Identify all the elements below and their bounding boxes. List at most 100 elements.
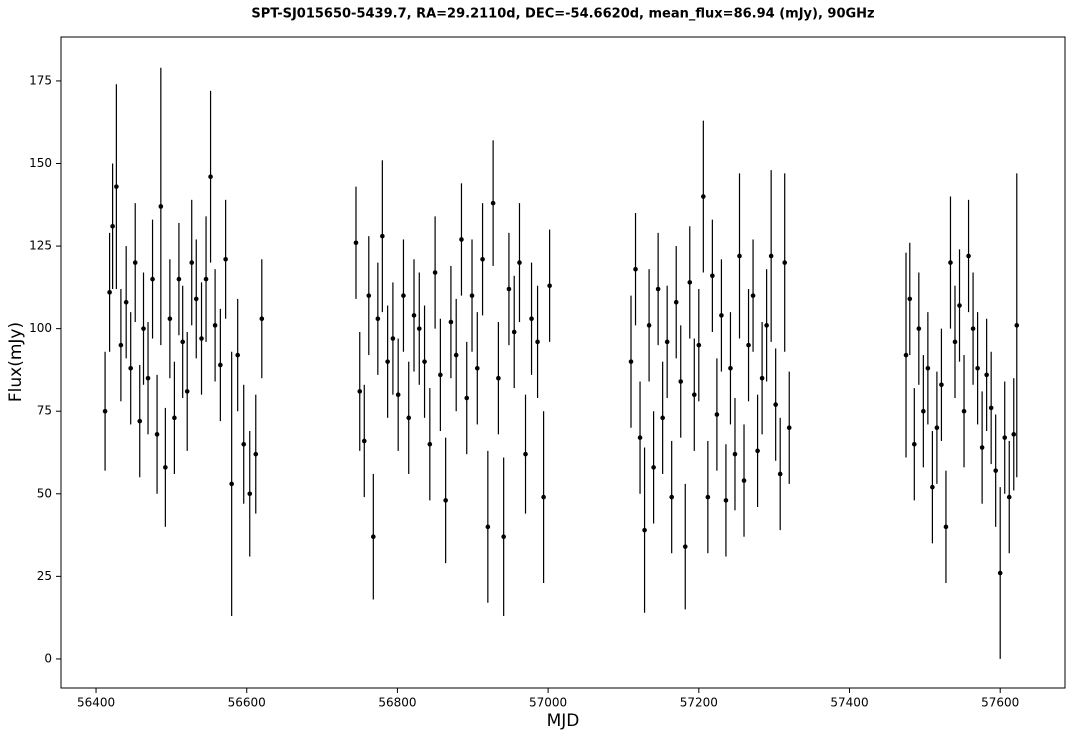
- point: [422, 359, 427, 364]
- point: [678, 379, 684, 384]
- point: [395, 392, 401, 398]
- point: [511, 329, 517, 335]
- point: [180, 339, 185, 345]
- x-tick-label: 56400: [77, 696, 115, 710]
- point: [682, 544, 688, 549]
- point: [737, 253, 742, 259]
- point: [203, 276, 209, 282]
- point: [642, 527, 647, 533]
- point: [934, 425, 940, 431]
- point: [741, 478, 747, 483]
- x-axis-label: MJD: [547, 711, 580, 731]
- point: [401, 293, 406, 298]
- point: [925, 365, 931, 371]
- point: [916, 326, 922, 331]
- point: [921, 408, 926, 414]
- point: [496, 375, 501, 381]
- point: [633, 266, 638, 272]
- point: [375, 316, 381, 322]
- point: [427, 441, 433, 447]
- point: [506, 286, 512, 292]
- point: [485, 524, 491, 530]
- point: [453, 352, 459, 358]
- point: [655, 286, 661, 292]
- point: [438, 372, 443, 378]
- point: [259, 316, 265, 322]
- point: [158, 204, 164, 209]
- point: [907, 296, 913, 302]
- point: [229, 481, 234, 487]
- point: [930, 484, 935, 490]
- y-tick-label: 100: [29, 321, 52, 335]
- y-tick-label: 125: [29, 239, 52, 253]
- point: [750, 293, 756, 298]
- point: [353, 240, 359, 246]
- point: [961, 408, 967, 414]
- point: [102, 408, 108, 414]
- point: [660, 415, 665, 421]
- point: [547, 283, 552, 289]
- x-tick-label: 57400: [830, 696, 868, 710]
- point: [253, 451, 259, 457]
- y-tick-label: 25: [37, 569, 52, 583]
- point: [975, 365, 980, 371]
- point: [474, 365, 480, 371]
- y-tick-label: 150: [29, 156, 52, 170]
- point: [212, 323, 218, 328]
- point: [118, 342, 124, 348]
- point: [167, 316, 173, 322]
- point: [411, 313, 417, 318]
- y-tick-label: 175: [29, 73, 52, 87]
- point: [114, 184, 119, 189]
- point: [628, 359, 634, 364]
- point: [710, 273, 715, 279]
- point: [764, 323, 769, 328]
- point: [145, 375, 151, 381]
- point: [970, 326, 976, 331]
- point: [943, 524, 949, 530]
- y-tick-label: 75: [37, 404, 52, 418]
- point: [705, 494, 711, 500]
- point: [208, 174, 213, 180]
- point: [448, 319, 454, 325]
- point: [416, 326, 422, 331]
- point: [110, 223, 115, 229]
- point: [979, 445, 985, 450]
- point: [529, 316, 534, 322]
- point: [957, 303, 962, 308]
- point: [189, 260, 195, 265]
- point: [669, 494, 674, 500]
- point: [523, 451, 528, 457]
- point: [673, 299, 679, 305]
- point: [728, 365, 733, 371]
- point: [459, 237, 464, 242]
- point: [241, 441, 247, 447]
- point: [1002, 435, 1008, 440]
- point: [390, 336, 396, 341]
- point: [380, 233, 385, 239]
- point: [651, 465, 656, 470]
- plot-frame: [60, 36, 1066, 689]
- point: [128, 365, 133, 371]
- point: [163, 465, 168, 470]
- point: [535, 339, 540, 345]
- point: [691, 392, 697, 398]
- point: [172, 415, 177, 421]
- point: [107, 290, 112, 295]
- point: [664, 339, 670, 345]
- point: [984, 372, 989, 378]
- point: [371, 534, 376, 540]
- point: [903, 352, 909, 358]
- point: [141, 326, 146, 331]
- y-tick-label: 50: [37, 486, 52, 500]
- x-tick-label: 57600: [981, 696, 1019, 710]
- x-tick-label: 56800: [378, 696, 416, 710]
- x-tick-label: 57000: [529, 696, 567, 710]
- point: [361, 438, 367, 444]
- point: [687, 280, 693, 285]
- point: [137, 418, 143, 424]
- point: [714, 412, 720, 417]
- y-axis-label: Flux(mJy): [6, 322, 26, 402]
